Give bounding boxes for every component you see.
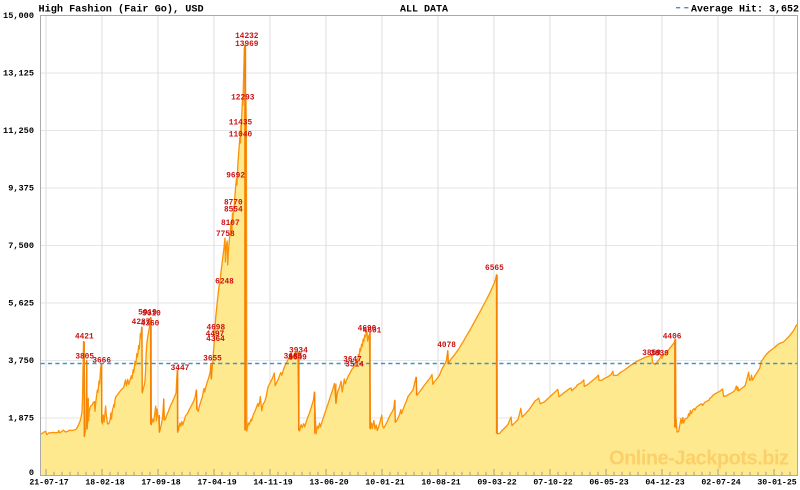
svg-text:11,250: 11,250 (3, 126, 34, 136)
svg-text:3,750: 3,750 (8, 356, 34, 366)
svg-text:3666: 3666 (92, 358, 111, 366)
svg-text:4360: 4360 (141, 321, 160, 329)
svg-text:8107: 8107 (221, 220, 240, 228)
svg-text:18-02-18: 18-02-18 (85, 478, 124, 487)
svg-text:3859: 3859 (642, 350, 661, 358)
svg-text:10-01-21: 10-01-21 (365, 478, 404, 487)
svg-text:06-05-23: 06-05-23 (589, 478, 628, 487)
svg-text:ALL DATA: ALL DATA (400, 5, 448, 16)
svg-text:5010: 5010 (142, 311, 161, 319)
svg-text:10-08-21: 10-08-21 (421, 478, 460, 487)
svg-text:15,000: 15,000 (3, 11, 34, 21)
svg-text:17-04-19: 17-04-19 (197, 478, 236, 487)
svg-text:High Fashion (Fair Go), USD: High Fashion (Fair Go), USD (39, 4, 204, 16)
svg-text:4406: 4406 (663, 334, 682, 342)
svg-text:8770: 8770 (224, 200, 243, 208)
svg-text:21-07-17: 21-07-17 (29, 478, 68, 487)
svg-text:7,500: 7,500 (8, 241, 34, 251)
svg-text:3514: 3514 (345, 361, 364, 369)
svg-text:14-11-19: 14-11-19 (253, 478, 292, 487)
svg-text:3685: 3685 (284, 354, 303, 362)
svg-text:5,625: 5,625 (8, 299, 34, 309)
svg-text:9,375: 9,375 (8, 184, 34, 194)
svg-text:13969: 13969 (235, 41, 259, 49)
svg-text:11435: 11435 (229, 119, 253, 127)
svg-text:4497: 4497 (206, 331, 225, 339)
svg-text:4601: 4601 (363, 328, 382, 336)
svg-text:11040: 11040 (229, 132, 253, 140)
svg-text:7758: 7758 (216, 231, 235, 239)
svg-text:07-10-22: 07-10-22 (533, 478, 572, 487)
svg-text:4698: 4698 (206, 325, 225, 333)
svg-text:4078: 4078 (437, 342, 456, 350)
svg-text:09-03-22: 09-03-22 (477, 478, 516, 487)
svg-text:12293: 12293 (231, 95, 255, 103)
svg-text:1,875: 1,875 (8, 414, 34, 424)
svg-text:3649: 3649 (288, 354, 307, 362)
svg-text:9692: 9692 (226, 172, 245, 180)
svg-text:5019: 5019 (138, 310, 157, 318)
svg-text:14232: 14232 (235, 33, 259, 41)
svg-text:6565: 6565 (485, 265, 504, 273)
svg-text:13,125: 13,125 (3, 69, 34, 79)
svg-text:3805: 3805 (75, 354, 94, 362)
svg-text:13-06-20: 13-06-20 (309, 478, 348, 487)
svg-text:3447: 3447 (171, 365, 190, 373)
svg-text:30-01-25: 30-01-25 (757, 478, 796, 487)
svg-text:Online-Jackpots.biz: Online-Jackpots.biz (609, 448, 789, 470)
svg-text:6248: 6248 (215, 278, 234, 286)
svg-text:3647: 3647 (343, 356, 362, 364)
svg-text:4364: 4364 (206, 336, 225, 344)
svg-text:0: 0 (29, 468, 34, 478)
svg-text:3839: 3839 (650, 351, 669, 359)
svg-text:4287: 4287 (132, 319, 151, 327)
svg-text:04-12-23: 04-12-23 (645, 478, 684, 487)
svg-text:8554: 8554 (224, 206, 243, 214)
svg-text:3655: 3655 (203, 356, 222, 364)
svg-text:02-07-24: 02-07-24 (701, 478, 740, 487)
svg-text:4421: 4421 (75, 334, 94, 342)
svg-text:17-09-18: 17-09-18 (141, 478, 180, 487)
svg-text:3934: 3934 (289, 348, 308, 356)
svg-text:4690: 4690 (358, 326, 377, 334)
svg-text:Average Hit: 3,652: Average Hit: 3,652 (691, 4, 799, 16)
